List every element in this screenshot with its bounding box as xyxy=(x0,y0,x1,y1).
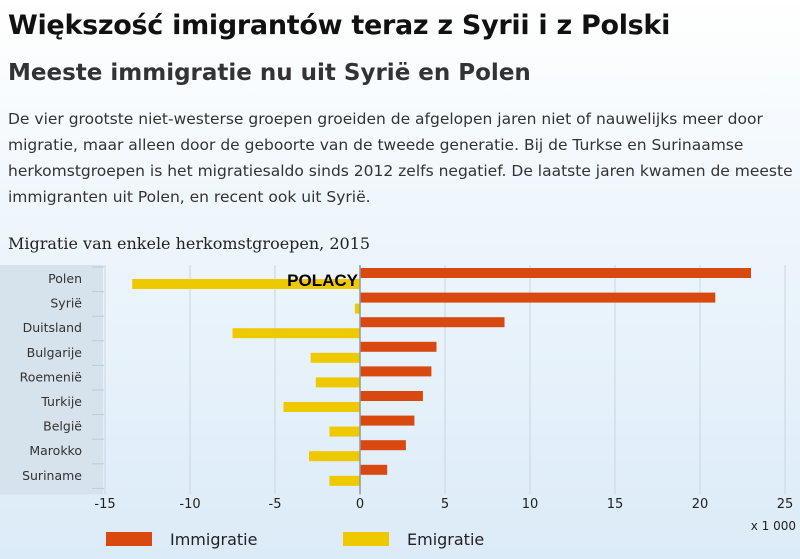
immigratie-bar xyxy=(360,366,432,377)
immigratie-bar xyxy=(360,317,505,328)
immigratie-bar xyxy=(360,341,437,352)
x-tick-label: 20 xyxy=(692,497,709,512)
category-label: Syrië xyxy=(50,296,82,311)
legend-swatch-immigratie xyxy=(106,532,152,546)
x-tick-label: -15 xyxy=(94,497,115,512)
emigratie-bar xyxy=(329,475,360,486)
x-tick-label: 10 xyxy=(522,497,539,512)
category-label: Bulgarije xyxy=(27,345,83,360)
category-label-panel xyxy=(0,265,103,495)
category-label: Marokko xyxy=(29,443,82,458)
headline-dutch: Meeste immigratie nu uit Syrië en Polen xyxy=(8,60,531,86)
intro-paragraph: De vier grootste niet-westerse groepen g… xyxy=(8,110,793,206)
x-tick-label: 5 xyxy=(441,497,449,512)
legend-swatch-emigratie xyxy=(343,532,389,546)
legend-label-emigratie: Emigratie xyxy=(407,530,484,549)
headline-polish: Większość imigrantów teraz z Syrii i z P… xyxy=(8,10,671,41)
emigratie-bar xyxy=(132,279,360,289)
emigratie-bar xyxy=(354,303,360,314)
immigratie-bar xyxy=(360,391,423,401)
emigratie-bar xyxy=(329,426,360,437)
category-label: Duitsland xyxy=(23,320,82,335)
x-tick-label: 15 xyxy=(607,497,624,512)
x-tick-label: -10 xyxy=(179,497,200,512)
emigratie-bar xyxy=(309,451,360,462)
immigratie-bar xyxy=(360,268,751,278)
emigratie-bar xyxy=(232,328,360,339)
immigratie-bar xyxy=(360,440,406,451)
x-tick-label: -5 xyxy=(269,497,282,512)
category-label: Roemenië xyxy=(20,369,83,384)
x-tick-label: 25 xyxy=(777,497,794,512)
category-label: Turkije xyxy=(40,394,82,409)
emigratie-bar xyxy=(315,377,360,388)
immigratie-bar xyxy=(360,464,388,475)
immigratie-bar xyxy=(360,292,716,303)
category-label: Polen xyxy=(48,271,82,286)
annotation-polacy: POLACY xyxy=(287,271,359,290)
chart-title: Migratie van enkele herkomstgroepen, 201… xyxy=(8,234,371,253)
legend-label-immigratie: Immigratie xyxy=(170,530,257,549)
x-unit-label: x 1 000 xyxy=(751,519,796,533)
immigratie-bar xyxy=(360,415,415,426)
category-label: België xyxy=(43,419,82,434)
emigratie-bar xyxy=(283,402,360,412)
x-tick-label: 0 xyxy=(356,497,364,512)
category-label: Suriname xyxy=(22,468,82,483)
emigratie-bar xyxy=(310,352,360,363)
